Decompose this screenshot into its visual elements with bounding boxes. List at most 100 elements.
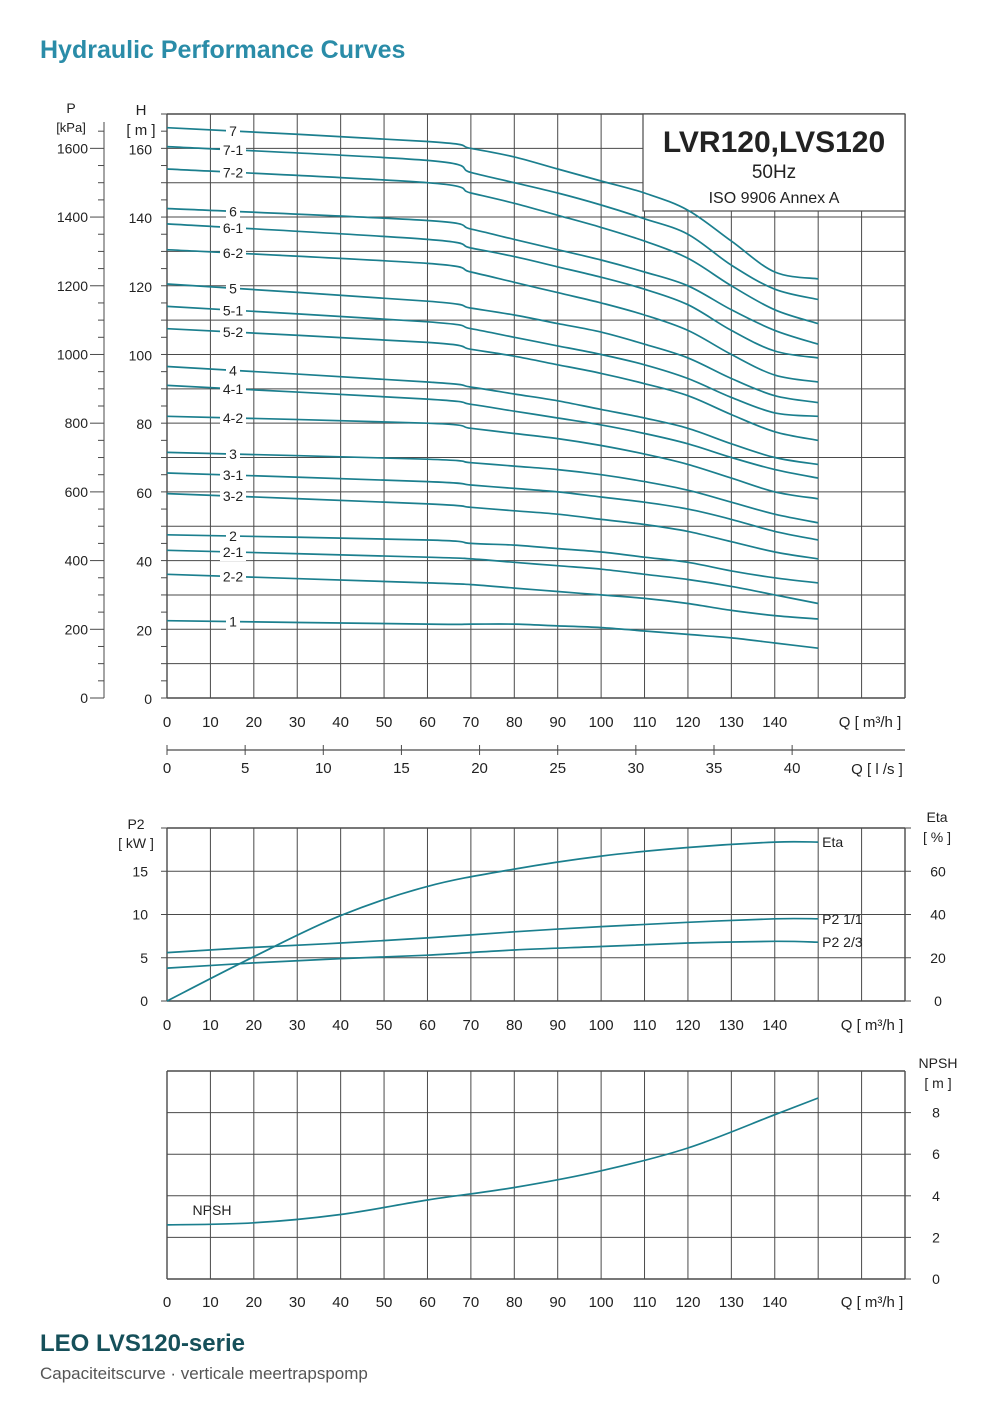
footer-title: LEO LVS120-serie: [40, 1330, 245, 1357]
y-tick-label: 120: [129, 279, 153, 295]
head-curve: [166, 145, 819, 301]
y-right-tick-label: 20: [930, 950, 946, 966]
x-tick-label: 110: [633, 1294, 657, 1311]
y-tick-label: 15: [132, 863, 148, 879]
series-label: 1: [229, 614, 237, 630]
y-tick-label: 100: [129, 347, 153, 363]
head-curve: [166, 283, 819, 404]
npsh-curve: [166, 1097, 819, 1226]
x-tick-label: 30: [289, 714, 306, 731]
series-label: 2-2: [223, 569, 243, 585]
head-curve: [166, 384, 819, 479]
head-curve: [166, 415, 819, 500]
y-axis-label: P2: [127, 816, 144, 832]
head-curve: [166, 207, 819, 346]
series-label: 5-1: [223, 302, 243, 318]
series-label: 6-2: [223, 245, 243, 261]
series-label: 4-1: [223, 381, 243, 397]
series-label: 4-2: [223, 410, 243, 426]
p-tick-label: 1600: [57, 140, 88, 156]
series-label-bg: [226, 361, 240, 380]
p2-curve: [166, 940, 819, 969]
series-label-bg: [220, 487, 246, 506]
head-curve: [166, 451, 819, 524]
x-tick-label: 130: [719, 714, 744, 731]
ls-tick-label: 20: [471, 760, 488, 777]
x-tick-label: 70: [463, 714, 480, 731]
x-tick-label: 60: [419, 1294, 436, 1311]
series-label-bg: [226, 612, 240, 631]
y-right-axis-label: NPSH: [919, 1055, 958, 1071]
ls-tick-label: 30: [628, 760, 645, 777]
p-tick-label: 400: [65, 553, 89, 569]
y-right-tick-label: 6: [932, 1146, 940, 1162]
head-curve: [166, 492, 819, 560]
x-axis-label: Q [ m³/h ]: [839, 714, 902, 731]
series-label-bg: [220, 218, 246, 237]
series-label: 6: [229, 204, 237, 220]
series-label: Eta: [822, 834, 843, 850]
p-axis-unit: [kPa]: [56, 120, 86, 135]
y-tick-label: 20: [136, 622, 152, 638]
x-tick-label: 30: [289, 1017, 306, 1034]
y-axis-unit: [ m ]: [126, 122, 155, 139]
series-label-bg: [220, 323, 246, 342]
x-tick-label: 0: [163, 714, 171, 731]
head-curve: [166, 327, 819, 442]
eta-curve: [166, 840, 819, 1002]
head-curve: [166, 365, 819, 466]
p-axis-label: P: [66, 100, 75, 116]
x-tick-label: 90: [549, 1294, 566, 1311]
y-tick-label: 160: [129, 141, 153, 157]
x-tick-label: 20: [245, 1017, 262, 1034]
ls-tick-label: 0: [163, 760, 171, 777]
x-tick-label: 50: [376, 714, 393, 731]
y-right-tick-label: 0: [932, 1271, 940, 1287]
x-tick-label: 100: [589, 1017, 614, 1034]
y-tick-label: 40: [136, 554, 152, 570]
chart-title: LVR120,LVS120: [663, 126, 885, 159]
p-tick-label: 0: [80, 690, 88, 706]
series-label: 3: [229, 446, 237, 462]
x-tick-label: 80: [506, 714, 523, 731]
x-tick-label: 120: [675, 714, 700, 731]
x-tick-label: 140: [762, 1294, 787, 1311]
series-label: 7-1: [223, 142, 243, 158]
head-curve: [166, 126, 819, 280]
x-tick-label: 110: [633, 714, 657, 731]
y-right-tick-label: 8: [932, 1105, 940, 1121]
chart-standard: ISO 9906 Annex A: [709, 190, 840, 207]
y-right-tick-label: 60: [930, 863, 946, 879]
series-label-bg: [220, 379, 246, 398]
y-right-tick-label: 4: [932, 1188, 940, 1204]
y-right-tick-label: 40: [930, 907, 946, 923]
series-label: P2 1/1: [822, 911, 863, 927]
series-label-bg: [226, 279, 240, 298]
x-tick-label: 130: [719, 1294, 744, 1311]
y-axis-label: H: [136, 102, 147, 119]
series-label: 3-1: [223, 467, 243, 483]
x-axis-label: Q [ m³/h ]: [841, 1294, 904, 1311]
y-right-axis-label: Eta: [926, 809, 947, 825]
p2-curve: [166, 917, 819, 954]
p-tick-label: 1000: [57, 346, 88, 362]
x-tick-label: 90: [549, 714, 566, 731]
head-curve: [166, 168, 819, 325]
series-label-bg: [220, 301, 246, 320]
x-tick-label: 80: [506, 1294, 523, 1311]
y-tick-label: 10: [132, 907, 148, 923]
head-curve: [166, 472, 819, 541]
series-label: 7: [229, 123, 237, 139]
series-label-bg: [220, 543, 246, 562]
x-tick-label: 80: [506, 1017, 523, 1034]
x-tick-label: 90: [549, 1017, 566, 1034]
series-label-bg: [220, 141, 246, 160]
x-tick-label: 120: [675, 1294, 700, 1311]
series-label-bg: [226, 527, 240, 546]
series-label-bg: [226, 202, 240, 221]
x-axis-label: Q [ m³/h ]: [841, 1017, 904, 1034]
head-curve: [166, 223, 819, 359]
x-tick-label: 70: [463, 1294, 480, 1311]
x-tick-label: 40: [332, 1294, 349, 1311]
x-tick-label: 70: [463, 1017, 480, 1034]
